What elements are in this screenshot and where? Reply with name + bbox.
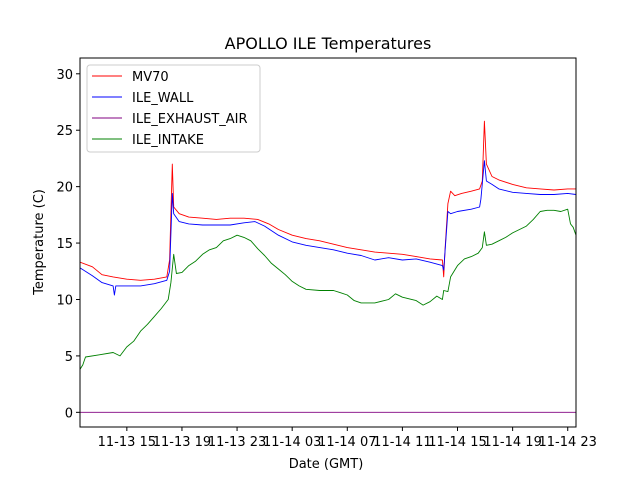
x-axis-label: Date (GMT) bbox=[289, 457, 364, 472]
y-axis-label: Temperature (C) bbox=[32, 189, 47, 296]
x-tick-label: 11-14 11 bbox=[373, 435, 431, 450]
legend: MV70 ILE_WALL ILE_EXHAUST_AIR ILE_INTAKE bbox=[86, 64, 261, 153]
legend-label: ILE_INTAKE bbox=[132, 133, 204, 148]
x-tick-label: 11-14 19 bbox=[483, 435, 541, 450]
y-tick-label: 15 bbox=[56, 237, 73, 252]
plot-frame bbox=[79, 57, 577, 428]
y-tick-label: 10 bbox=[56, 293, 73, 308]
y-tick-label: 20 bbox=[56, 181, 73, 196]
legend-box bbox=[86, 64, 261, 153]
x-tick-label: 11-14 23 bbox=[539, 435, 597, 450]
series-line-mv70 bbox=[80, 120, 576, 281]
x-tick-label: 11-14 15 bbox=[428, 435, 486, 450]
x-tick-label: 11-13 23 bbox=[208, 435, 266, 450]
x-tick-label: 11-13 15 bbox=[98, 435, 156, 450]
legend-label: ILE_WALL bbox=[132, 91, 194, 106]
x-tick-label: 11-14 03 bbox=[263, 435, 321, 450]
plot-area bbox=[79, 57, 577, 428]
y-tick-label: 5 bbox=[65, 350, 73, 365]
legend-label: ILE_EXHAUST_AIR bbox=[132, 112, 248, 127]
legend-label: MV70 bbox=[132, 70, 169, 85]
series-line-ile-wall bbox=[80, 160, 576, 296]
x-tick-label: 11-13 19 bbox=[153, 435, 211, 450]
y-tick-label: 25 bbox=[56, 124, 73, 139]
y-tick-label: 30 bbox=[56, 68, 73, 83]
x-tick-label: 11-14 07 bbox=[318, 435, 376, 450]
y-axis: 0 5 10 15 20 25 30 bbox=[56, 68, 80, 421]
chart-title: APOLLO ILE Temperatures bbox=[225, 34, 432, 53]
y-tick-label: 0 bbox=[65, 406, 73, 421]
series-line-ile-intake bbox=[80, 208, 576, 370]
